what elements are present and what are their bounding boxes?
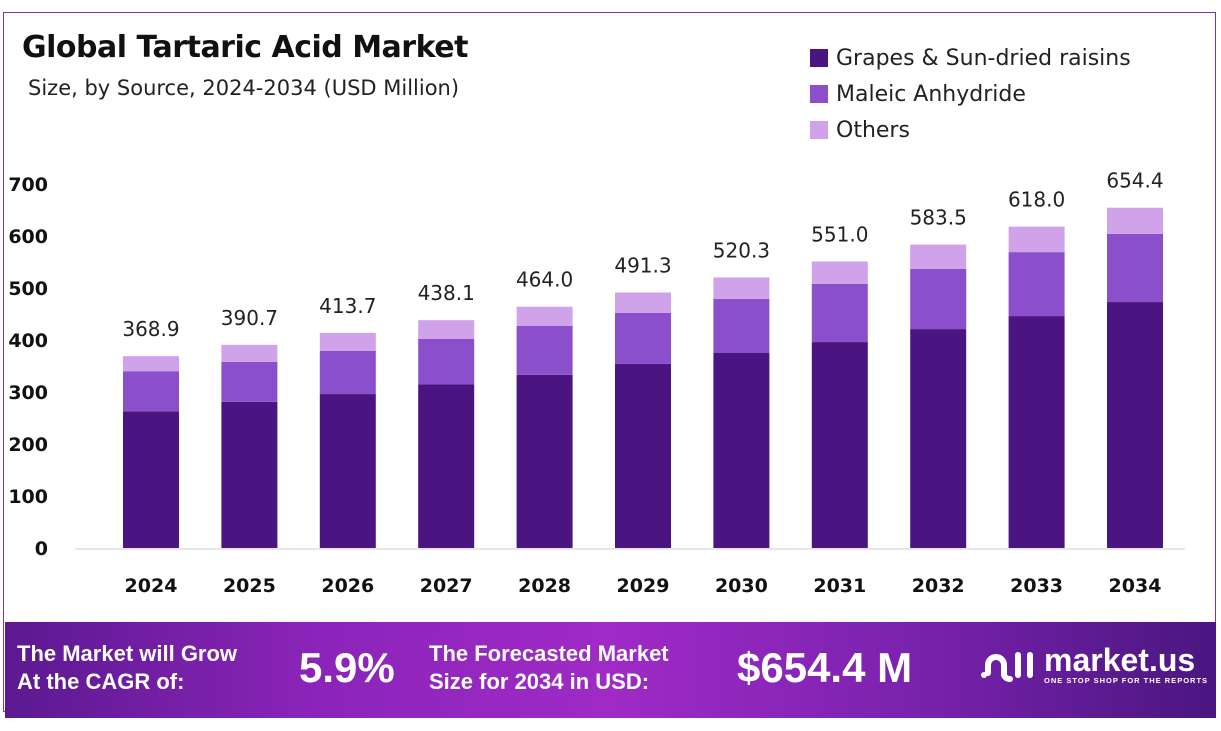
forecast-label-line: Size for 2034 in USD:: [429, 669, 650, 694]
legend-item-maleic: Maleic Anhydride: [810, 76, 1131, 112]
total-label: 390.7: [221, 306, 278, 330]
x-tick-label: 2034: [1109, 575, 1162, 597]
bar-segment-0: [615, 363, 671, 548]
legend: Grapes & Sun-dried raisins Maleic Anhydr…: [810, 40, 1131, 148]
chart-title: Global Tartaric Acid Market: [22, 30, 468, 65]
bar-segment-0: [516, 374, 573, 548]
bar-segment-1: [221, 361, 278, 402]
logo-tagline: ONE STOP SHOP FOR THE REPORTS: [1044, 676, 1209, 685]
bar-segment-0: [221, 401, 278, 548]
x-tick-label: 2028: [518, 575, 571, 597]
chart-subtitle: Size, by Source, 2024-2034 (USD Million): [28, 76, 460, 100]
bar-segment-1: [910, 268, 967, 330]
total-label: 654.4: [1106, 169, 1163, 193]
legend-swatch: [810, 121, 828, 139]
bar-segment-2: [516, 306, 573, 326]
total-label: 520.3: [713, 238, 770, 262]
bar-segment-0: [1008, 316, 1065, 548]
legend-label: Grapes & Sun-dried raisins: [836, 45, 1131, 71]
forecast-label: The Forecasted Market Size for 2034 in US…: [429, 640, 669, 696]
y-tick-label: 300: [8, 382, 48, 404]
bar-chart: 0 100 200 300 400 500 600 700 368.9 2024 390.7 2025…: [8, 169, 1185, 597]
x-tick-label: 2025: [223, 575, 276, 597]
cagr-label-line: At the CAGR of:: [17, 669, 185, 694]
total-label: 438.1: [418, 281, 475, 305]
bar-segment-2: [910, 244, 967, 269]
y-tick-label: 0: [35, 538, 48, 560]
bar-segment-2: [418, 320, 475, 339]
market-us-logo: market.us ONE STOP SHOP FOR THE REPORTS: [980, 644, 1208, 685]
x-tick-label: 2024: [125, 575, 178, 597]
legend-swatch: [810, 49, 828, 67]
summary-banner: The Market will Grow At the CAGR of: 5.9%…: [5, 622, 1216, 718]
cagr-value: 5.9%: [299, 644, 395, 691]
bar-segment-2: [1008, 226, 1065, 253]
bar-segment-1: [418, 338, 475, 385]
legend-item-others: Others: [810, 112, 1131, 148]
total-label: 464.0: [516, 268, 573, 292]
y-tick-label: 400: [8, 330, 48, 352]
bar-segment-0: [713, 353, 770, 548]
cagr-label: The Market will Grow At the CAGR of:: [17, 640, 237, 696]
y-tick-label: 600: [8, 226, 48, 248]
x-tick-label: 2032: [912, 575, 965, 597]
x-tick-label: 2030: [715, 575, 768, 597]
bar-segment-0: [811, 342, 868, 548]
bar-segment-1: [516, 325, 573, 375]
legend-label: Maleic Anhydride: [836, 81, 1026, 107]
bar-segment-0: [910, 329, 967, 548]
bar-segment-1: [1107, 233, 1163, 303]
total-label: 413.7: [319, 294, 376, 318]
logo-icon: [981, 651, 1033, 682]
x-tick-label: 2033: [1010, 575, 1063, 597]
bar-segment-2: [221, 344, 278, 362]
x-tick-label: 2027: [420, 575, 473, 597]
x-tick-label: 2031: [813, 575, 866, 597]
y-tick-label: 100: [8, 486, 48, 508]
bar-segment-2: [319, 332, 376, 351]
bar-segment-2: [123, 356, 179, 372]
forecast-label-line: The Forecasted Market: [429, 641, 669, 666]
bar-segment-2: [615, 292, 671, 313]
y-tick-label: 200: [8, 434, 48, 456]
cagr-label-line: The Market will Grow: [17, 641, 238, 666]
x-tick-label: 2029: [617, 575, 670, 597]
forecast-value: $654.4 M: [737, 644, 913, 691]
logo-name: market.us: [1044, 642, 1196, 678]
legend-label: Others: [836, 117, 910, 143]
total-label: 368.9: [122, 317, 179, 341]
bar-segment-1: [1008, 252, 1065, 317]
y-tick-label: 500: [8, 278, 48, 300]
total-label: 583.5: [910, 206, 967, 230]
total-label: 618.0: [1008, 188, 1065, 212]
bar-segment-1: [713, 298, 770, 353]
bar-segment-0: [418, 384, 475, 548]
legend-item-grapes: Grapes & Sun-dried raisins: [810, 40, 1131, 76]
bar-segment-1: [319, 350, 376, 395]
bar-segment-2: [811, 261, 868, 284]
bar-segment-1: [123, 371, 179, 412]
bar-segment-0: [1107, 302, 1163, 548]
bar-segment-0: [319, 394, 376, 548]
bar-segment-0: [123, 411, 179, 548]
y-tick-label: 700: [8, 174, 48, 196]
bar-segment-2: [713, 277, 770, 299]
bar-segment-1: [811, 283, 868, 343]
x-tick-label: 2026: [321, 575, 374, 597]
bar-segment-2: [1107, 207, 1163, 234]
legend-swatch: [810, 85, 828, 103]
bar-segment-1: [615, 312, 671, 364]
total-label: 551.0: [811, 222, 868, 246]
total-label: 491.3: [614, 254, 671, 278]
